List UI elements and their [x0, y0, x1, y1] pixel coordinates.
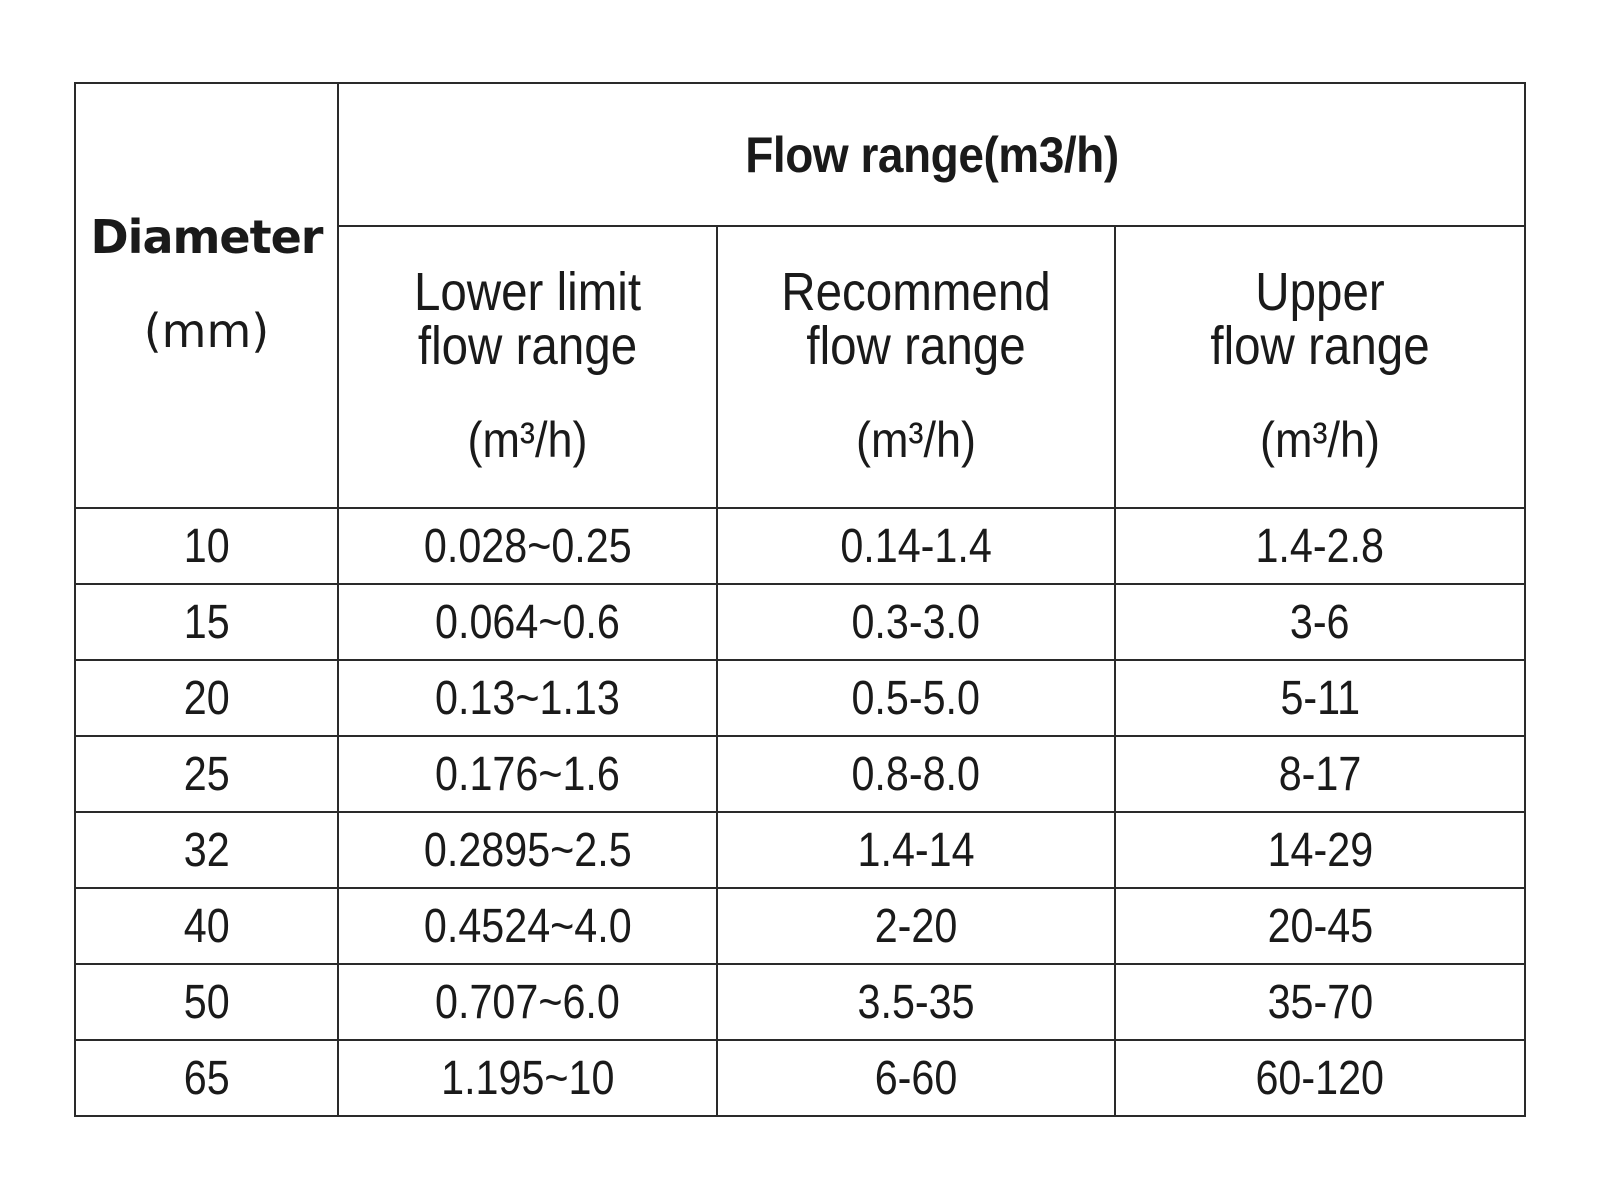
lower-cell: 1.195~10	[337, 1039, 718, 1117]
recommend-cell: 0.14-1.4	[716, 507, 1116, 585]
lower-cell: 0.064~0.6	[337, 583, 718, 661]
diameter-cell: 25	[74, 735, 339, 813]
lower-cell: 0.028~0.25	[337, 507, 718, 585]
lower-cell: 0.13~1.13	[337, 659, 718, 737]
lower-limit-header-line2: flow range	[417, 316, 638, 376]
recommend-cell: 0.8-8.0	[716, 735, 1116, 813]
flow-range-table: Diameter (mm) Flow range(m3/h) Lower lim…	[74, 82, 1527, 1117]
table-row: 10 0.028~0.25 0.14-1.4 1.4-2.8	[74, 507, 1527, 585]
lower-cell: 0.176~1.6	[337, 735, 718, 813]
flow-range-group-header-cell: Flow range(m3/h)	[336, 82, 1527, 227]
table-row: 65 1.195~10 6-60 60-120	[74, 1039, 1527, 1117]
table-row: 40 0.4524~4.0 2-20 20-45	[74, 887, 1527, 965]
lower-limit-header-cell: Lower limit flow range (m³/h)	[337, 225, 718, 509]
lower-cell: 0.4524~4.0	[337, 887, 718, 965]
recommend-cell: 2-20	[716, 887, 1116, 965]
upper-cell: 8-17	[1113, 735, 1527, 813]
lower-cell: 0.2895~2.5	[337, 811, 718, 889]
diameter-unit: (mm)	[143, 303, 270, 358]
recommend-header-line2: flow range	[806, 316, 1026, 376]
upper-cell: 60-120	[1113, 1039, 1527, 1117]
upper-cell: 14-29	[1113, 811, 1527, 889]
table-row: 20 0.13~1.13 0.5-5.0 5-11	[74, 659, 1527, 737]
lower-limit-header-line1: Lower limit	[413, 262, 642, 322]
upper-cell: 35-70	[1113, 963, 1527, 1041]
recommend-cell: 6-60	[716, 1039, 1116, 1117]
header-sub-row: Lower limit flow range (m³/h) Recommend …	[75, 225, 1527, 509]
lower-limit-unit: (m³/h)	[467, 412, 588, 468]
lower-cell: 0.707~6.0	[337, 963, 718, 1041]
diameter-cell: 40	[74, 887, 339, 965]
diameter-cell: 50	[74, 963, 339, 1041]
upper-unit: (m³/h)	[1260, 412, 1380, 468]
recommend-cell: 3.5-35	[716, 963, 1116, 1041]
diameter-header: Diameter	[90, 209, 324, 264]
diameter-cell: 32	[74, 811, 339, 889]
diameter-cell: 65	[74, 1039, 339, 1117]
recommend-unit: (m³/h)	[856, 412, 976, 468]
upper-cell: 5-11	[1113, 659, 1527, 737]
table-row: 50 0.707~6.0 3.5-35 35-70	[74, 963, 1527, 1041]
recommend-header-cell: Recommend flow range (m³/h)	[716, 225, 1116, 509]
diameter-cell: 10	[74, 507, 339, 585]
recommend-cell: 0.3-3.0	[716, 583, 1116, 661]
upper-header-line2: flow range	[1210, 316, 1430, 376]
upper-header-line1: Upper	[1255, 262, 1385, 322]
flow-range-table-container: Diameter (mm) Flow range(m3/h) Lower lim…	[74, 82, 1527, 1117]
table-body: 10 0.028~0.25 0.14-1.4 1.4-2.8 15 0.064~…	[74, 507, 1527, 1117]
upper-cell: 20-45	[1113, 887, 1527, 965]
upper-header-cell: Upper flow range (m³/h)	[1113, 225, 1527, 509]
table-cut-edge	[74, 1130, 1524, 1136]
upper-cell: 1.4-2.8	[1113, 507, 1527, 585]
flow-range-group-header: Flow range(m3/h)	[744, 126, 1119, 183]
upper-cell: 3-6	[1113, 583, 1527, 661]
recommend-cell: 0.5-5.0	[716, 659, 1116, 737]
diameter-cell: 20	[74, 659, 339, 737]
table-row: 32 0.2895~2.5 1.4-14 14-29	[74, 811, 1527, 889]
table-row: 15 0.064~0.6 0.3-3.0 3-6	[74, 583, 1527, 661]
table-row: 25 0.176~1.6 0.8-8.0 8-17	[74, 735, 1527, 813]
header-group-row: Diameter (mm) Flow range(m3/h)	[74, 82, 1527, 509]
recommend-header-line1: Recommend	[781, 262, 1051, 322]
table-header: Diameter (mm) Flow range(m3/h) Lower lim…	[74, 82, 1527, 509]
recommend-cell: 1.4-14	[716, 811, 1116, 889]
diameter-header-cell: Diameter (mm)	[74, 82, 339, 509]
diameter-cell: 15	[74, 583, 339, 661]
